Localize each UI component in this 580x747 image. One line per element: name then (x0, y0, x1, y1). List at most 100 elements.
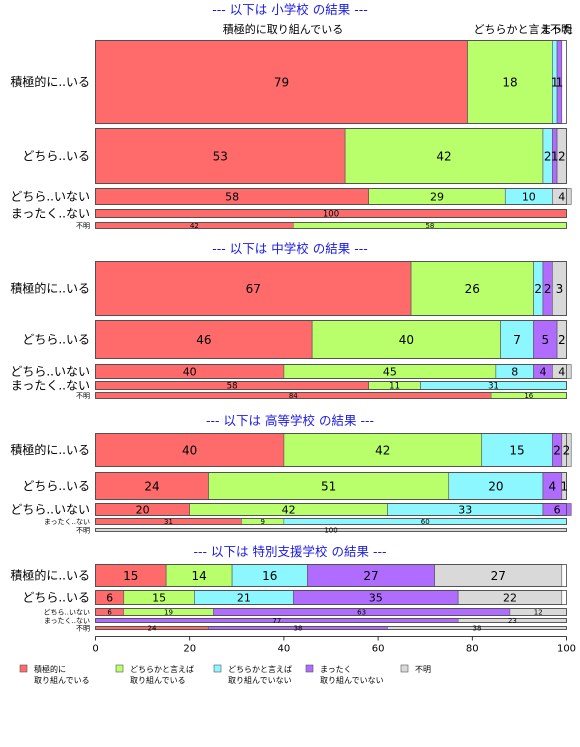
segment-value-label: 100 (323, 210, 339, 220)
bar-outline (95, 209, 567, 218)
bar-outline (95, 564, 567, 587)
segment-value-label: 42 (436, 149, 451, 163)
segment-value-label: 42 (282, 503, 296, 516)
bar-outline (95, 364, 567, 379)
row-label: どちら..いる (22, 149, 90, 163)
segment-value-label: 1 (556, 75, 564, 89)
legend-swatch (19, 664, 28, 673)
segment-value-label: 2 (563, 443, 571, 457)
segment-value-label: 100 (324, 527, 337, 535)
x-tick-label: 60 (372, 644, 385, 655)
segment-value-label: 21 (237, 591, 251, 604)
bar-outline (95, 433, 567, 467)
legend-label: 取り組んでいない (228, 675, 292, 685)
segment-value-label: 11 (389, 382, 400, 392)
segment-value-label: 15 (152, 591, 166, 604)
x-tick-label: 20 (183, 644, 196, 655)
legend-swatch (400, 664, 409, 673)
segment-value-label: 22 (503, 591, 517, 604)
segment-value-label: 1 (551, 75, 559, 89)
bar-outline (95, 608, 567, 616)
segment-value-label: 4 (558, 190, 565, 203)
row-label: 不明 (76, 222, 90, 230)
segment-value-label: 4 (558, 365, 565, 378)
bar-outline (95, 222, 567, 229)
legend-swatch (305, 664, 314, 673)
segment-value-label: 42 (190, 222, 199, 230)
segment-value-label: 24 (148, 625, 157, 633)
segment-value-label: 2 (544, 282, 552, 296)
segment-value-label: 4 (539, 365, 546, 378)
legend-label: 取り組んでいる (130, 675, 186, 685)
segment-value-label: 77 (272, 617, 281, 625)
legend-swatch (115, 664, 124, 673)
row-label: まったく..ない (44, 518, 90, 526)
segment-value-label: 4 (549, 479, 557, 493)
segment-value-label: 40 (399, 333, 414, 347)
segment-value-label: 18 (502, 75, 517, 89)
segment-value-label: 24 (144, 479, 159, 493)
section-title: --- 以下は 中学校 の結果 --- (212, 241, 367, 256)
segment-value-label: 9 (260, 518, 264, 526)
section-title: --- 以下は 特別支援学校 の結果 --- (194, 544, 387, 559)
segment-value-label: 6 (554, 503, 561, 516)
bar-segment (500, 320, 534, 359)
bar-outline (95, 518, 567, 525)
bar-outline (95, 392, 567, 399)
row-label: 不明 (76, 625, 90, 633)
segment-value-label: 7 (513, 333, 521, 347)
x-tick-label: 0 (92, 644, 98, 655)
row-label: 積極的に..いる (10, 442, 90, 457)
x-tick-label: 100 (557, 644, 576, 655)
segment-value-label: 58 (425, 222, 434, 230)
legend-label: まったく (320, 665, 352, 674)
legend-label: 積極的に (34, 664, 66, 674)
segment-value-label: 15 (509, 443, 524, 457)
top-category-label: まった (541, 23, 574, 36)
segment-value-label: 2 (558, 333, 566, 347)
segment-value-label: 27 (363, 569, 378, 583)
legend-swatch (213, 664, 222, 673)
legend-label: どちらかと言えば (228, 664, 292, 674)
segment-value-label: 46 (196, 333, 211, 347)
row-label: どちら..いない (10, 190, 90, 204)
segment-value-label: 1 (560, 479, 568, 493)
segment-value-label: 16 (262, 569, 277, 583)
bar-outline (95, 320, 567, 359)
row-label: どちら..いる (22, 333, 90, 347)
segment-value-label: 79 (274, 75, 289, 89)
segment-value-label: 45 (383, 365, 397, 378)
bar-outline (95, 472, 567, 500)
segment-value-label: 20 (488, 479, 503, 493)
segment-value-label: 10 (522, 190, 536, 203)
segment-value-label: 15 (123, 569, 138, 583)
bar-outline (95, 626, 567, 630)
bar-outline (95, 503, 567, 516)
section-title: --- 以下は 小学校 の結果 --- (212, 2, 367, 17)
bar-outline (95, 40, 567, 124)
segment-value-label: 6 (107, 609, 112, 617)
segment-value-label: 23 (508, 617, 517, 625)
segment-value-label: 33 (458, 503, 472, 516)
bar-outline (95, 128, 567, 184)
segment-value-label: 38 (294, 625, 303, 633)
segment-value-label: 38 (473, 625, 482, 633)
legend-label: 取り組んでいない (320, 675, 384, 685)
row-label: まったく..ない (11, 207, 90, 221)
segment-value-label: 8 (511, 365, 518, 378)
segment-value-label: 26 (465, 282, 480, 296)
row-label: どちら..いない (44, 609, 90, 617)
row-label: どちら..いる (22, 591, 90, 605)
row-label: どちら..いない (10, 503, 90, 517)
bar-outline (95, 590, 567, 605)
bar-outline (95, 528, 567, 532)
bar-outline (95, 188, 567, 205)
row-label: 不明 (76, 392, 90, 400)
legend-label: どちらかと言えば (130, 664, 194, 674)
segment-value-label: 53 (213, 149, 228, 163)
segment-value-label: 1 (551, 149, 559, 163)
segment-value-label: 27 (491, 569, 506, 583)
top-category-label: 積極的に取り組んでいる (223, 22, 343, 36)
segment-value-label: 16 (524, 392, 533, 400)
bar-segment (448, 472, 544, 500)
